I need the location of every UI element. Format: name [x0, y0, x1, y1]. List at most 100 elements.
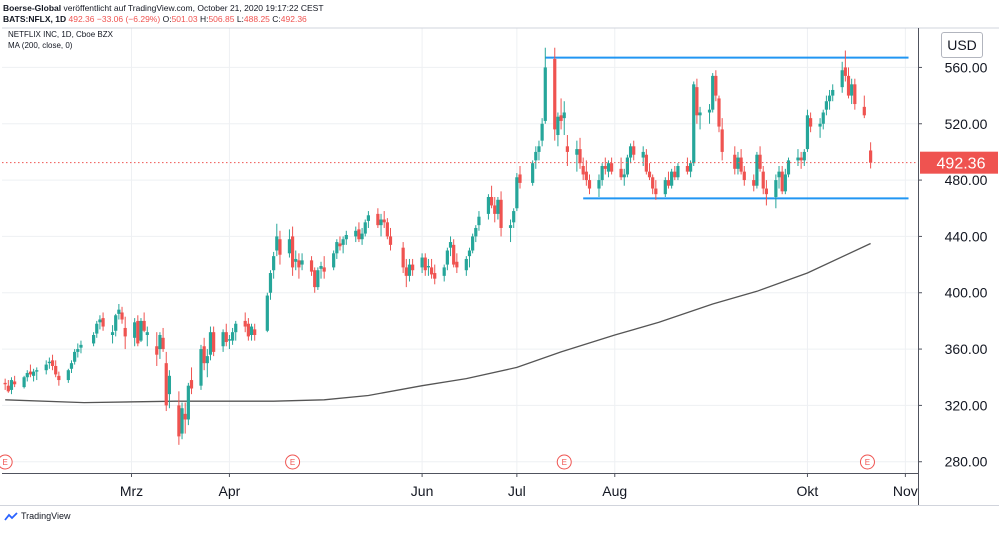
candle-body — [688, 163, 693, 172]
candle-body — [587, 180, 592, 189]
candle-body — [253, 329, 257, 335]
high-value: 506.85 — [208, 14, 235, 24]
candle-body — [821, 112, 825, 124]
candle-body — [79, 344, 83, 348]
candle-body — [581, 166, 585, 175]
candle-body — [272, 256, 276, 271]
candle-body — [559, 115, 563, 121]
candle-body — [35, 370, 39, 372]
candle-body — [853, 84, 857, 105]
candle-body — [167, 375, 172, 395]
candle-body — [534, 151, 538, 161]
candle-body — [455, 261, 459, 268]
candle-body — [850, 84, 854, 96]
candle-body — [843, 67, 847, 76]
candle-body — [180, 408, 184, 434]
candle-body — [31, 371, 36, 376]
y-tick-label: 320.00 — [945, 397, 988, 413]
candle-body — [622, 174, 626, 178]
candle-body — [177, 405, 181, 437]
candle-body — [382, 219, 386, 223]
candle-body — [685, 166, 690, 172]
candle-body — [714, 75, 718, 96]
close-value: 492.36 — [280, 14, 307, 24]
candle-body — [322, 267, 326, 272]
candle-body — [224, 332, 228, 343]
y-tick-label: 400.00 — [945, 285, 988, 301]
earnings-marker — [285, 454, 301, 470]
candle-body — [341, 239, 345, 245]
candle-body — [354, 230, 358, 237]
candle-body — [802, 151, 806, 161]
candle-body — [332, 253, 336, 268]
candle-body — [486, 196, 491, 214]
candle-body — [385, 222, 389, 237]
candle-body — [95, 323, 99, 334]
candle-body — [44, 364, 48, 371]
candle-body — [736, 157, 740, 169]
candle-body — [619, 168, 623, 178]
y-tick-label: 560.00 — [945, 59, 988, 75]
candle-body — [553, 58, 557, 130]
candle-body — [6, 385, 10, 392]
candle-body — [407, 264, 412, 276]
earnings-marker — [556, 454, 572, 470]
candle-body — [221, 332, 225, 347]
candle-body — [610, 163, 614, 172]
candle-body — [666, 180, 671, 186]
candle-body — [423, 257, 427, 271]
publish-text: veröffentlicht auf TradingView.com, Octo… — [61, 3, 324, 13]
candle-body — [429, 267, 434, 275]
candle-body — [717, 98, 721, 127]
candle-body — [755, 154, 759, 186]
candle-body — [230, 332, 235, 341]
candle-body — [628, 146, 633, 158]
candle-body — [139, 320, 143, 341]
candle-body — [641, 151, 645, 158]
candle-body — [183, 413, 187, 420]
candle-body — [467, 250, 472, 257]
candle-body — [796, 157, 800, 161]
candle-body — [676, 166, 680, 178]
candle-body — [540, 123, 544, 141]
series-legend[interactable]: NETFLIX INC, 1D, Cboe BZX — [8, 30, 113, 39]
candle-body — [363, 222, 367, 234]
candle-body — [426, 265, 431, 268]
candle-body — [493, 205, 497, 214]
candle-body — [537, 146, 541, 152]
candle-body — [720, 129, 724, 152]
candle-body — [338, 243, 342, 247]
y-tick-label: 440.00 — [945, 228, 988, 244]
y-tick-label: 360.00 — [945, 341, 988, 357]
candle-body — [508, 225, 513, 228]
earnings-marker-label: E — [562, 458, 567, 467]
candle-body — [518, 174, 522, 183]
candle-body — [786, 160, 791, 175]
candle-body — [474, 227, 478, 237]
candle-body — [647, 171, 652, 178]
tradingview-logo[interactable]: TradingView — [4, 511, 71, 521]
candle-body — [189, 380, 194, 389]
publish-info: Boerse-Global veröffentlicht auf Trading… — [3, 3, 324, 13]
candle-body — [319, 265, 323, 269]
candle-body — [73, 351, 77, 362]
currency-button[interactable]: USD — [941, 32, 983, 58]
candle-body — [644, 154, 648, 172]
candle-body — [300, 260, 304, 265]
candle-body — [531, 163, 535, 183]
candle-body — [114, 315, 118, 331]
candle-body — [243, 320, 247, 327]
candle-body — [313, 270, 317, 288]
candle-body — [278, 239, 282, 255]
candle-body — [117, 309, 121, 314]
candle-body — [98, 319, 102, 323]
candle-body — [496, 199, 500, 214]
candle-body — [603, 166, 607, 169]
candle-body — [707, 109, 712, 113]
candle-body — [158, 334, 162, 350]
ma-legend[interactable]: MA (200, close, 0) — [8, 41, 73, 50]
candle-body — [512, 211, 516, 223]
candle-body — [110, 332, 115, 335]
